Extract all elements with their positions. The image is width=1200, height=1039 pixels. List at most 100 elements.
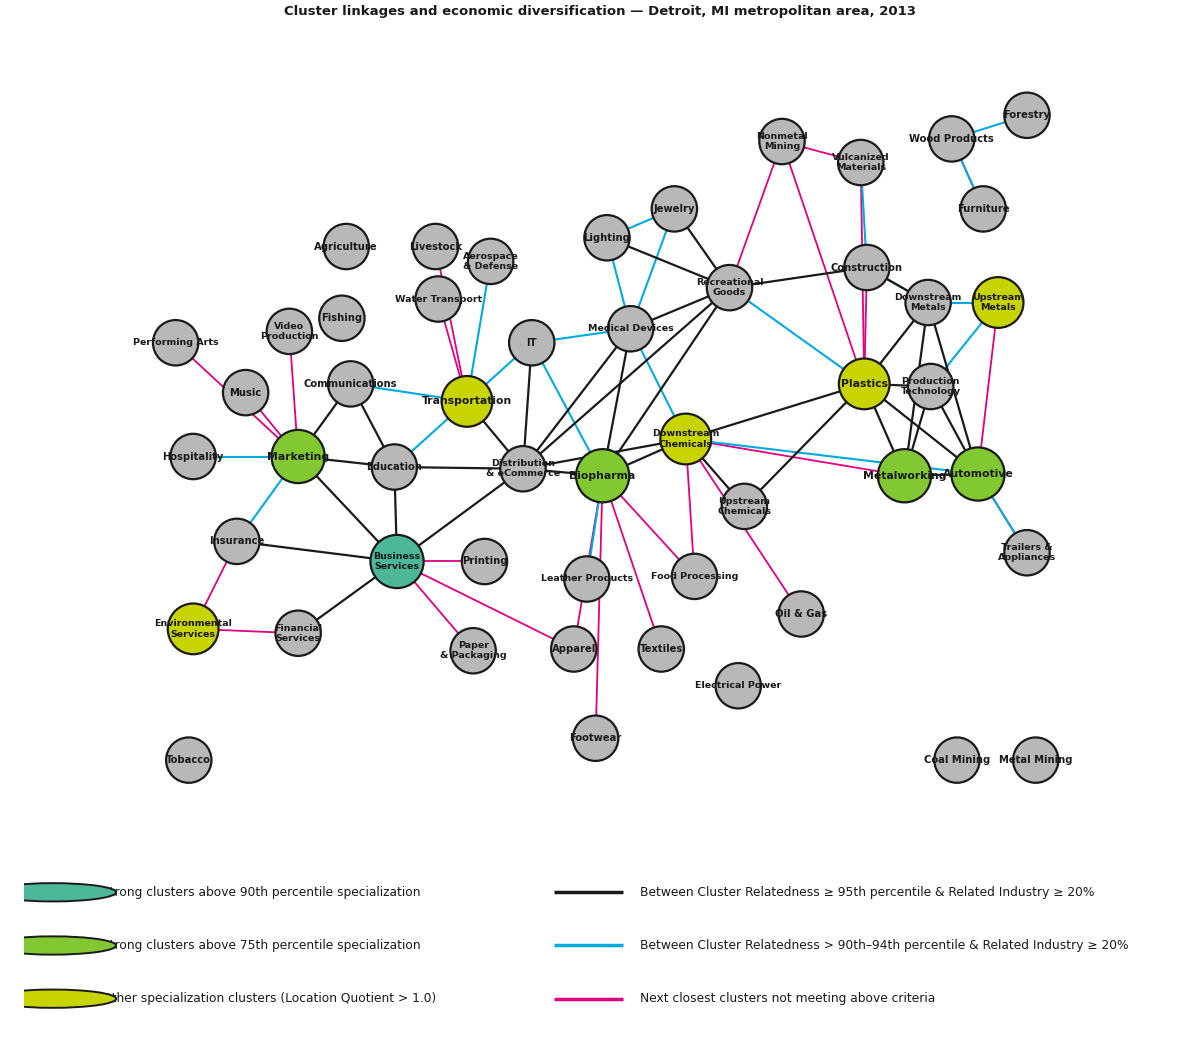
Circle shape bbox=[584, 215, 630, 261]
Circle shape bbox=[908, 364, 954, 409]
Text: Plastics: Plastics bbox=[841, 379, 888, 389]
Text: Agriculture: Agriculture bbox=[314, 241, 378, 251]
Text: Upstream
Metals: Upstream Metals bbox=[972, 293, 1024, 312]
Circle shape bbox=[672, 554, 718, 600]
Text: Other specialization clusters (Location Quotient > 1.0): Other specialization clusters (Location … bbox=[102, 992, 437, 1005]
Circle shape bbox=[838, 140, 883, 185]
Text: Construction: Construction bbox=[830, 263, 902, 272]
Circle shape bbox=[168, 604, 218, 655]
Circle shape bbox=[372, 445, 418, 489]
Circle shape bbox=[413, 223, 458, 269]
Circle shape bbox=[551, 627, 596, 671]
Text: Lighting: Lighting bbox=[583, 233, 630, 243]
Circle shape bbox=[973, 277, 1024, 328]
Text: Between Cluster Relatedness ≥ 95th percentile & Related Industry ≥ 20%: Between Cluster Relatedness ≥ 95th perce… bbox=[641, 886, 1094, 899]
Circle shape bbox=[223, 370, 269, 416]
Text: Production
Technology: Production Technology bbox=[901, 377, 961, 396]
Text: Next closest clusters not meeting above criteria: Next closest clusters not meeting above … bbox=[641, 992, 936, 1005]
Circle shape bbox=[652, 186, 697, 232]
Text: Strong clusters above 90th percentile specialization: Strong clusters above 90th percentile sp… bbox=[102, 886, 421, 899]
Circle shape bbox=[576, 449, 629, 503]
Circle shape bbox=[371, 535, 424, 588]
Circle shape bbox=[0, 936, 116, 955]
Circle shape bbox=[509, 320, 554, 366]
Text: Electrical Power: Electrical Power bbox=[695, 682, 781, 690]
Text: Environmental
Services: Environmental Services bbox=[155, 619, 232, 639]
Text: Financial
Services: Financial Services bbox=[274, 623, 323, 643]
Text: Food Processing: Food Processing bbox=[650, 571, 738, 581]
Circle shape bbox=[715, 663, 761, 709]
Text: Strong clusters above 75th percentile specialization: Strong clusters above 75th percentile sp… bbox=[102, 939, 421, 952]
Text: Transportation: Transportation bbox=[422, 397, 512, 406]
Circle shape bbox=[839, 358, 889, 409]
Text: Coal Mining: Coal Mining bbox=[924, 755, 990, 765]
Circle shape bbox=[468, 239, 514, 284]
Circle shape bbox=[906, 279, 950, 325]
Text: Upstream
Chemicals: Upstream Chemicals bbox=[718, 497, 772, 516]
Text: Fishing: Fishing bbox=[322, 314, 362, 323]
Text: Business
Services: Business Services bbox=[373, 552, 420, 571]
Text: Music: Music bbox=[229, 388, 262, 398]
Text: Nonmetal
Mining: Nonmetal Mining bbox=[756, 132, 808, 152]
Circle shape bbox=[707, 265, 752, 311]
Text: Marketing: Marketing bbox=[268, 452, 329, 461]
Text: Recreational
Goods: Recreational Goods bbox=[696, 278, 763, 297]
Circle shape bbox=[572, 716, 618, 761]
Circle shape bbox=[1013, 738, 1058, 782]
Circle shape bbox=[721, 484, 767, 529]
Circle shape bbox=[215, 518, 259, 564]
Circle shape bbox=[266, 309, 312, 354]
Circle shape bbox=[1004, 530, 1050, 576]
Circle shape bbox=[608, 307, 653, 351]
Text: Forestry: Forestry bbox=[1003, 110, 1050, 121]
Text: Livestock: Livestock bbox=[409, 241, 462, 251]
Circle shape bbox=[638, 627, 684, 671]
Circle shape bbox=[929, 116, 974, 162]
Circle shape bbox=[276, 611, 320, 656]
Text: Performing Arts: Performing Arts bbox=[133, 339, 218, 347]
Circle shape bbox=[878, 449, 931, 503]
Text: Video
Production: Video Production bbox=[260, 322, 319, 341]
Circle shape bbox=[450, 628, 496, 673]
Text: Aerospace
& Defense: Aerospace & Defense bbox=[463, 251, 518, 271]
Text: Jewelry: Jewelry bbox=[654, 204, 695, 214]
Circle shape bbox=[442, 376, 492, 427]
Text: Furniture: Furniture bbox=[956, 204, 1009, 214]
Circle shape bbox=[760, 118, 805, 164]
Text: Medical Devices: Medical Devices bbox=[588, 324, 673, 334]
Text: Tobacco: Tobacco bbox=[167, 755, 211, 765]
Circle shape bbox=[415, 276, 461, 322]
Text: Leather Products: Leather Products bbox=[541, 575, 632, 584]
Text: Textiles: Textiles bbox=[640, 644, 683, 654]
Text: Communications: Communications bbox=[304, 379, 397, 389]
Text: Downstream
Chemicals: Downstream Chemicals bbox=[652, 429, 720, 449]
Text: Trailers &
Appliances: Trailers & Appliances bbox=[998, 543, 1056, 562]
Text: Metal Mining: Metal Mining bbox=[998, 755, 1073, 765]
Text: Metalworking: Metalworking bbox=[863, 471, 947, 481]
Text: Downstream
Metals: Downstream Metals bbox=[894, 293, 961, 312]
Circle shape bbox=[935, 738, 979, 782]
Text: Biopharma: Biopharma bbox=[570, 471, 636, 481]
Circle shape bbox=[0, 989, 116, 1008]
Text: Insurance: Insurance bbox=[209, 536, 264, 547]
Text: Paper
& Packaging: Paper & Packaging bbox=[440, 641, 506, 661]
Circle shape bbox=[779, 591, 824, 637]
Text: Printing: Printing bbox=[462, 557, 508, 566]
Circle shape bbox=[564, 556, 610, 602]
Text: Footwear: Footwear bbox=[570, 734, 622, 743]
Circle shape bbox=[0, 883, 116, 902]
Circle shape bbox=[324, 223, 368, 269]
Circle shape bbox=[319, 295, 365, 341]
Circle shape bbox=[271, 430, 325, 483]
Circle shape bbox=[844, 245, 889, 290]
Text: Vulcanized
Materials: Vulcanized Materials bbox=[832, 153, 889, 172]
Text: Apparel: Apparel bbox=[552, 644, 596, 654]
Text: Water Transport: Water Transport bbox=[395, 294, 481, 303]
Circle shape bbox=[166, 738, 211, 782]
Text: Oil & Gas: Oil & Gas bbox=[775, 609, 827, 619]
Text: Education: Education bbox=[366, 462, 422, 472]
Circle shape bbox=[462, 539, 508, 584]
Text: Hospitality: Hospitality bbox=[162, 452, 224, 461]
Text: Automotive: Automotive bbox=[943, 469, 1013, 479]
Circle shape bbox=[500, 446, 546, 491]
